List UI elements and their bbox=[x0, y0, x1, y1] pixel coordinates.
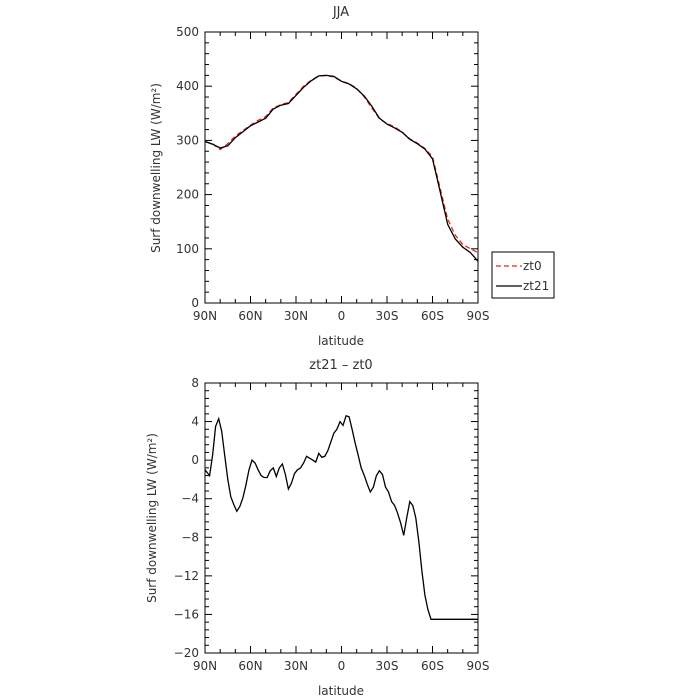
y-axis-label: Surf downwelling LW (W/m²) bbox=[149, 83, 163, 253]
y-tick-label: 500 bbox=[176, 25, 199, 39]
x-tick-label: 30N bbox=[284, 659, 308, 673]
legend: zt0 zt21 bbox=[491, 251, 555, 299]
y-tick-label: −12 bbox=[174, 569, 199, 583]
x-tick-label: 60N bbox=[238, 309, 262, 323]
x-tick-label: 60S bbox=[421, 309, 444, 323]
legend-label-zt21: zt21 bbox=[523, 279, 549, 293]
y-tick-label: −8 bbox=[181, 530, 199, 544]
plot-area: 90N 60N 30N 0 30S 60S 90S 0 100 200 300 400 500 bbox=[176, 25, 489, 323]
y-axis-label: Surf downwelling LW (W/m²) bbox=[145, 433, 159, 603]
x-tick-label: 90N bbox=[193, 309, 217, 323]
y-tick-label: −16 bbox=[174, 607, 199, 621]
x-tick-label: 30S bbox=[376, 659, 399, 673]
x-tick-label: 60S bbox=[421, 659, 444, 673]
legend-label-zt0: zt0 bbox=[523, 259, 542, 273]
x-tick-label: 90N bbox=[193, 659, 217, 673]
series-line-zt0 bbox=[205, 74, 478, 254]
plot-frame bbox=[204, 31, 479, 304]
chart-title: JJA bbox=[332, 5, 349, 20]
x-tick-label: 0 bbox=[338, 659, 346, 673]
y-tick-label: 400 bbox=[176, 79, 199, 93]
series-line bbox=[205, 414, 478, 620]
chart-title: zt21 – zt0 bbox=[309, 358, 372, 373]
x-tick-label: 60N bbox=[238, 659, 262, 673]
x-tick-label: 30S bbox=[376, 309, 399, 323]
x-tick-label: 30N bbox=[284, 309, 308, 323]
y-tick-label: 100 bbox=[176, 242, 199, 256]
plot-area: 90N 60N 30N 0 30S 60S 90S −20 −16 −12 −8 −4 0 4 8 bbox=[174, 376, 490, 673]
legend-box bbox=[491, 251, 555, 299]
chart-bottom-panel: zt21 – zt0 90N 60N 30N 0 30S 60S 90S −20 −16 −12 −… bbox=[145, 358, 489, 698]
y-tick-label: −20 bbox=[174, 646, 199, 660]
y-tick-label: 4 bbox=[191, 415, 199, 429]
y-tick-label: −4 bbox=[181, 492, 199, 506]
y-tick-label: 0 bbox=[191, 453, 199, 467]
x-axis-label: latitude bbox=[318, 334, 364, 348]
y-tick-label: 300 bbox=[176, 133, 199, 147]
x-axis-label: latitude bbox=[318, 684, 364, 698]
x-tick-label: 90S bbox=[467, 309, 490, 323]
x-tick-label: 0 bbox=[338, 309, 346, 323]
series-line-zt21 bbox=[205, 74, 478, 262]
y-tick-label: 8 bbox=[191, 376, 199, 390]
y-tick-label: 0 bbox=[191, 296, 199, 310]
chart-top-panel: JJA 90N 60N 30N 0 30S 60S 90S0100200300400500 … bbox=[149, 5, 555, 348]
x-tick-label: 90S bbox=[467, 659, 490, 673]
y-tick-label: 200 bbox=[176, 188, 199, 202]
